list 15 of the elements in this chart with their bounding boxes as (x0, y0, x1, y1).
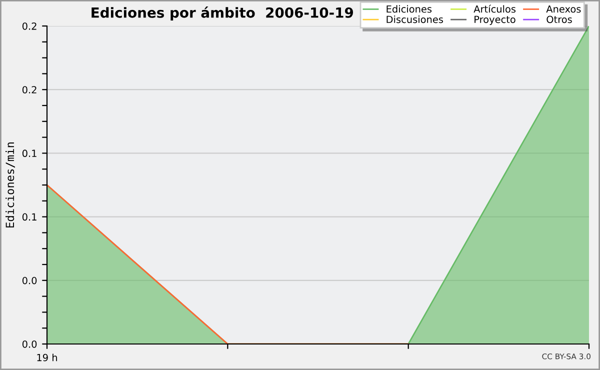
y-axis-title: Ediciones/min (6, 142, 15, 228)
y-tick-label: 0.2 (22, 22, 36, 30)
y-tick-label: 0.0 (22, 340, 37, 348)
legend-label: Otros (546, 16, 572, 24)
y-tick-label: 0.1 (22, 150, 36, 158)
y-tick-label: 0.2 (22, 86, 36, 94)
y-tick-label: 0.0 (22, 276, 37, 284)
x-tick-label: 19 h (37, 354, 57, 362)
legend-label: Anexos (546, 5, 581, 13)
legend-label: Artículos (474, 4, 516, 13)
legend-label: Discusiones (386, 16, 443, 24)
legend-label: Ediciones (386, 5, 432, 13)
legend-label: Proyecto (474, 16, 516, 25)
chart-title: Ediciones por ámbito 2006-10-19 (92, 6, 354, 21)
y-tick-label: 0.1 (22, 213, 36, 221)
